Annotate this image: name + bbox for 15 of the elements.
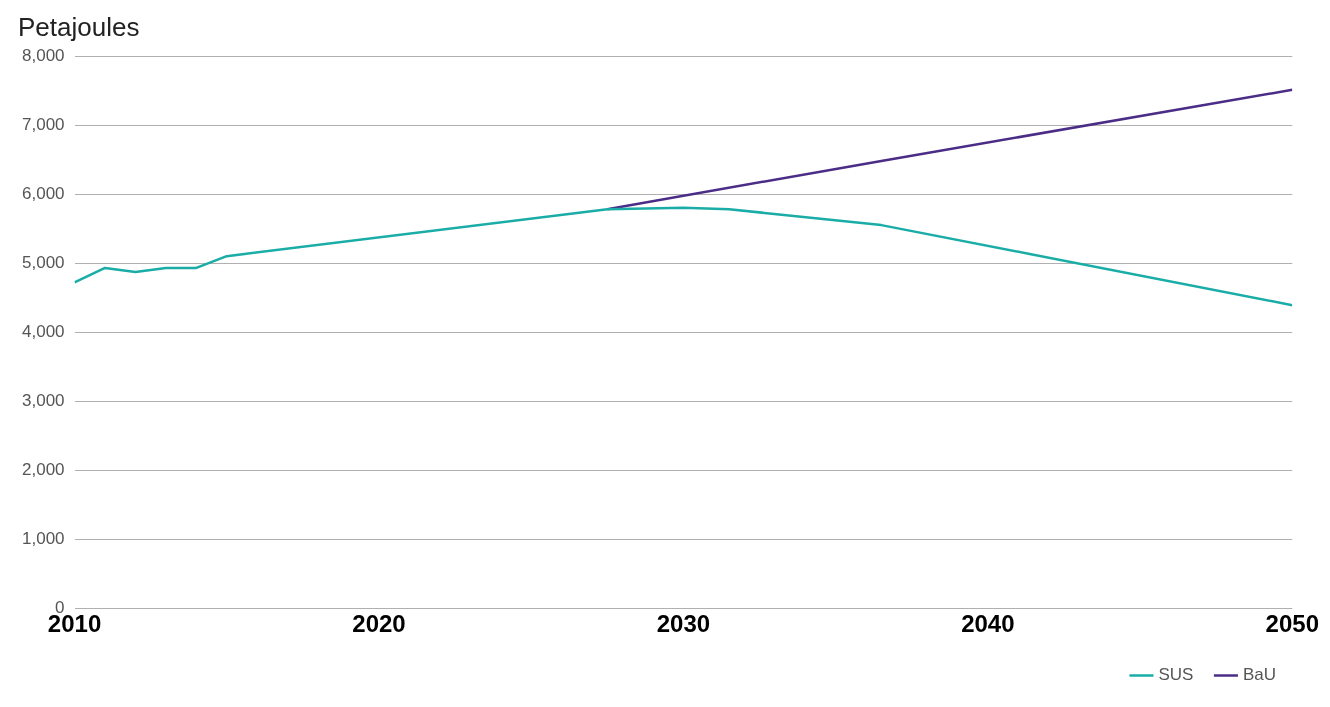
y-tick-label: 3,000 <box>21 390 65 410</box>
y-tick-label: 2,000 <box>21 459 65 479</box>
x-tick-label: 2050 <box>1265 610 1319 638</box>
y-tick-label: 1,000 <box>21 528 65 548</box>
y-tick-label: 7,000 <box>21 114 65 134</box>
legend-label: SUS <box>1158 665 1194 685</box>
y-tick-label: 6,000 <box>21 183 65 203</box>
y-tick-label: 4,000 <box>21 321 65 341</box>
y-tick-label: 8,000 <box>21 45 65 65</box>
legend-label: BaU <box>1242 665 1277 685</box>
x-tick-label: 2030 <box>656 610 711 638</box>
y-axis-title: Petajoules <box>18 12 140 43</box>
x-tick-label: 2040 <box>961 610 1015 638</box>
x-tick-label: 2020 <box>352 610 406 638</box>
y-tick-label: 5,000 <box>21 252 65 272</box>
